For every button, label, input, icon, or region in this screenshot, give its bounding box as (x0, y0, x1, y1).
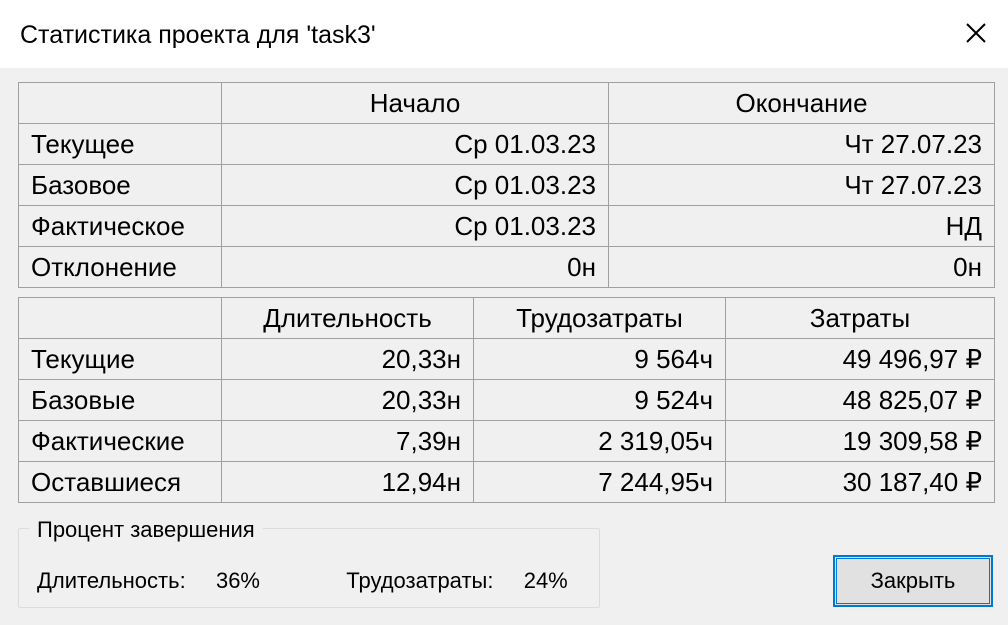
cost-cell: 19 309,58 ₽ (725, 420, 995, 462)
dates-corner-cell (18, 82, 222, 124)
table-row: Фактическое Ср 01.03.23 НД (18, 205, 995, 247)
table-row: Базовое Ср 01.03.23 Чт 27.07.23 (18, 164, 995, 206)
column-header-finish: Окончание (608, 82, 995, 124)
row-label: Фактическое (18, 205, 222, 247)
work-percent-value: 24% (523, 568, 568, 593)
cost-cell: 49 496,97 ₽ (725, 338, 995, 380)
start-cell: Ср 01.03.23 (221, 164, 609, 206)
close-button-focus-ring (836, 558, 990, 604)
window-title: Статистика проекта для 'task3' (20, 21, 376, 49)
duration-cell: 7,39н (221, 420, 474, 462)
row-label: Фактические (18, 420, 222, 462)
close-icon (966, 23, 986, 43)
table-row: Фактические 7,39н 2 319,05ч 19 309,58 ₽ (18, 420, 995, 462)
close-button-label: Закрыть (870, 568, 956, 593)
window-close-button[interactable] (944, 0, 1008, 66)
work-percent-label: Трудозатраты: (346, 568, 494, 593)
row-label: Отклонение (18, 246, 222, 288)
column-header-work: Трудозатраты (473, 297, 726, 339)
table-row: Текущие 20,33н 9 564ч 49 496,97 ₽ (18, 338, 995, 380)
duration-cell: 20,33н (221, 338, 474, 380)
start-cell: 0н (221, 246, 609, 288)
duration-cell: 20,33н (221, 379, 474, 421)
title-bar: Статистика проекта для 'task3' (0, 0, 1008, 68)
cost-cell: 30 187,40 ₽ (725, 461, 995, 503)
row-label: Оставшиеся (18, 461, 222, 503)
finish-cell: Чт 27.07.23 (608, 164, 995, 206)
dates-header-row: Начало Окончание (18, 82, 995, 124)
percent-complete-group: Процент завершения Длительность: 36% Тру… (18, 518, 600, 608)
table-row: Базовые 20,33н 9 524ч 48 825,07 ₽ (18, 379, 995, 421)
row-label: Базовые (18, 379, 222, 421)
stats-table: Длительность Трудозатраты Затраты Текущи… (18, 297, 995, 503)
dates-table: Начало Окончание Текущее Ср 01.03.23 Чт … (18, 82, 995, 288)
row-label: Текущее (18, 123, 222, 165)
column-header-start: Начало (221, 82, 609, 124)
row-label: Текущие (18, 338, 222, 380)
finish-cell: НД (608, 205, 995, 247)
duration-percent-label: Длительность: (37, 568, 186, 593)
work-cell: 2 319,05ч (473, 420, 726, 462)
duration-percent-value: 36% (215, 568, 260, 593)
table-row: Текущее Ср 01.03.23 Чт 27.07.23 (18, 123, 995, 165)
stats-corner-cell (18, 297, 222, 339)
percent-complete-legend: Процент завершения (29, 518, 263, 542)
start-cell: Ср 01.03.23 (221, 205, 609, 247)
finish-cell: 0н (608, 246, 995, 288)
table-row: Оставшиеся 12,94н 7 244,95ч 30 187,40 ₽ (18, 461, 995, 503)
column-header-duration: Длительность (221, 297, 474, 339)
work-cell: 9 524ч (473, 379, 726, 421)
duration-cell: 12,94н (221, 461, 474, 503)
finish-cell: Чт 27.07.23 (608, 123, 995, 165)
stats-header-row: Длительность Трудозатраты Затраты (18, 297, 995, 339)
cost-cell: 48 825,07 ₽ (725, 379, 995, 421)
percent-complete-values: Длительность: 36% Трудозатраты: 24% (37, 569, 568, 593)
table-row: Отклонение 0н 0н (18, 246, 995, 288)
close-button[interactable]: Закрыть (833, 555, 993, 607)
column-header-cost: Затраты (725, 297, 995, 339)
work-cell: 7 244,95ч (473, 461, 726, 503)
work-cell: 9 564ч (473, 338, 726, 380)
start-cell: Ср 01.03.23 (221, 123, 609, 165)
row-label: Базовое (18, 164, 222, 206)
